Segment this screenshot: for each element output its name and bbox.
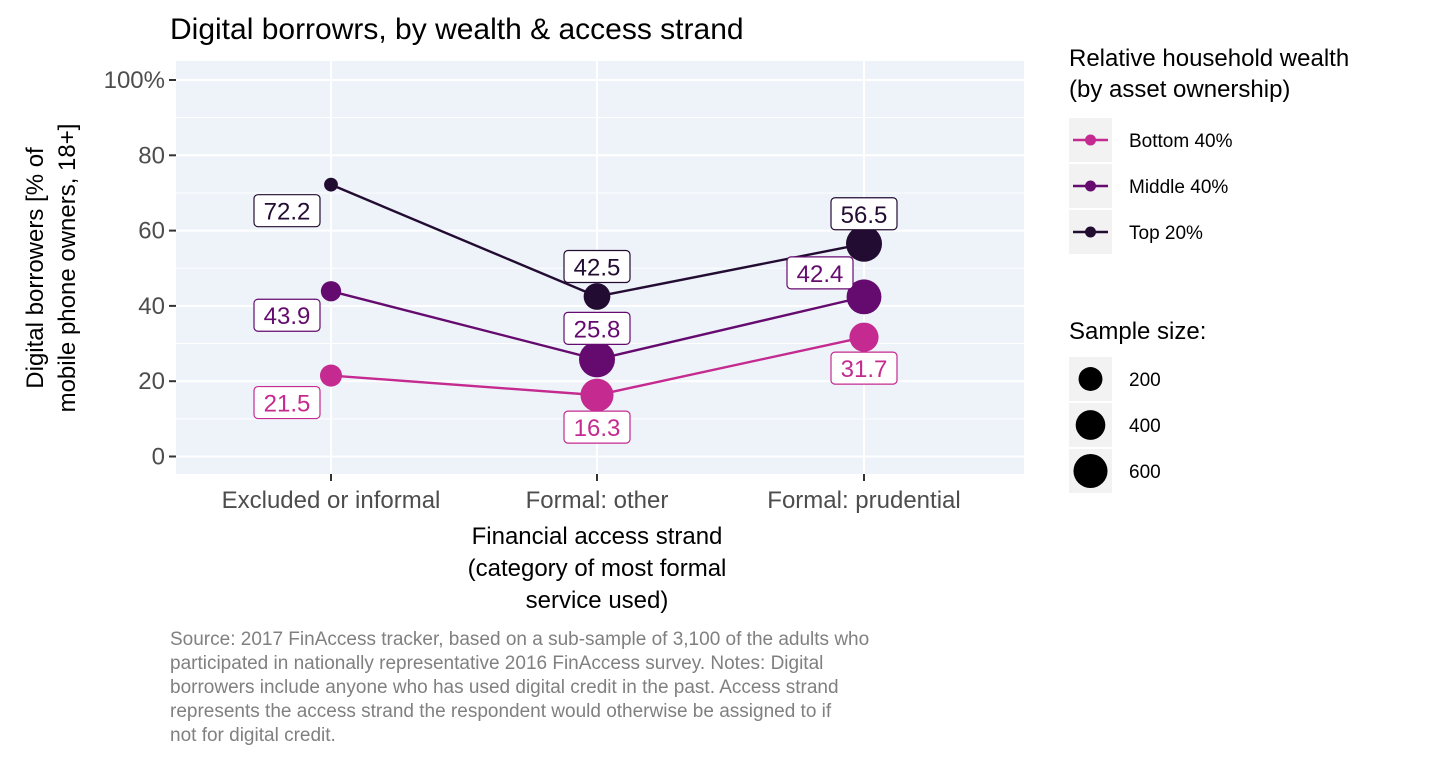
data-label: 42.5 [574, 254, 621, 281]
data-label-box [253, 194, 321, 228]
data-label: 31.7 [841, 356, 888, 383]
data-point [846, 225, 882, 262]
caption-line: Source: 2017 FinAccess tracker, based on… [170, 629, 869, 650]
caption-line: participated in nationally representativ… [170, 653, 823, 674]
chart-title: Digital borrowrs, by wealth & access str… [170, 13, 744, 46]
x-axis-title: Financial access strand [472, 523, 723, 550]
data-label: 43.9 [264, 303, 311, 330]
data-point [849, 322, 879, 352]
data-label: 42.4 [797, 261, 844, 288]
data-label: 25.8 [574, 316, 621, 343]
y-tick-label: 20 [138, 368, 165, 395]
legend-size-title: Sample size: [1069, 318, 1206, 345]
x-axis-title: (category of most formal [468, 555, 727, 582]
caption-line: not for digital credit. [170, 725, 336, 746]
legend: Relative household wealth (by asset owner… [1069, 45, 1349, 493]
y-tick-label: 60 [138, 218, 165, 245]
data-label-box [786, 256, 854, 290]
legend-point-key [1085, 226, 1096, 238]
x-tick-label: Formal: other [526, 487, 669, 514]
data-point [846, 279, 882, 315]
data-label: 72.2 [264, 199, 311, 226]
x-tick-label: Formal: prudential [767, 487, 960, 514]
data-label: 56.5 [841, 202, 888, 229]
legend-size-key [1073, 453, 1108, 489]
legend-series-label: Top 20% [1129, 223, 1203, 244]
data-label-box [253, 298, 321, 332]
plot-area: 0 20 40 60 80 100% Excluded or informal Formal:… [22, 61, 1024, 614]
data-point [319, 364, 343, 387]
legend-point-key [1085, 180, 1096, 192]
y-axis-title: Digital borrowers [% of [22, 147, 49, 389]
data-label-box [563, 410, 631, 444]
legend-size-label: 400 [1129, 416, 1161, 437]
data-label: 16.3 [574, 415, 621, 442]
y-tick-label: 40 [138, 293, 165, 320]
data-point [580, 378, 614, 412]
data-label-box [830, 197, 898, 231]
data-point [583, 283, 611, 310]
legend-point-key [1085, 134, 1096, 146]
x-axis-title: service used) [526, 587, 669, 614]
y-axis-title: mobile phone owners, 18+] [54, 124, 81, 413]
caption-line: represents the access strand the respond… [170, 701, 832, 722]
caption: Source: 2017 FinAccess tracker, based on… [170, 629, 869, 746]
data-label-box [830, 351, 898, 385]
data-point [579, 341, 615, 378]
y-tick-label: 0 [152, 444, 165, 471]
legend-size-label: 600 [1129, 462, 1161, 483]
data-label-box [253, 385, 321, 420]
data-point [324, 177, 338, 192]
legend-size-key [1075, 410, 1106, 440]
legend-size-key [1078, 367, 1103, 391]
data-point [320, 281, 342, 302]
data-label-box [563, 311, 631, 345]
legend-series-label: Middle 40% [1129, 177, 1228, 198]
x-tick-label: Excluded or informal [222, 487, 441, 514]
legend-size-label: 200 [1129, 370, 1161, 391]
caption-line: borrowers include anyone who has used di… [170, 677, 839, 698]
legend-series-label: Bottom 40% [1129, 131, 1233, 152]
y-tick-label: 80 [138, 142, 165, 169]
data-label-box [563, 249, 631, 284]
legend-color-title: (by asset ownership) [1069, 76, 1290, 103]
y-tick-label: 100% [104, 67, 165, 94]
legend-color-title: Relative household wealth [1069, 45, 1349, 72]
data-label: 21.5 [264, 391, 311, 418]
